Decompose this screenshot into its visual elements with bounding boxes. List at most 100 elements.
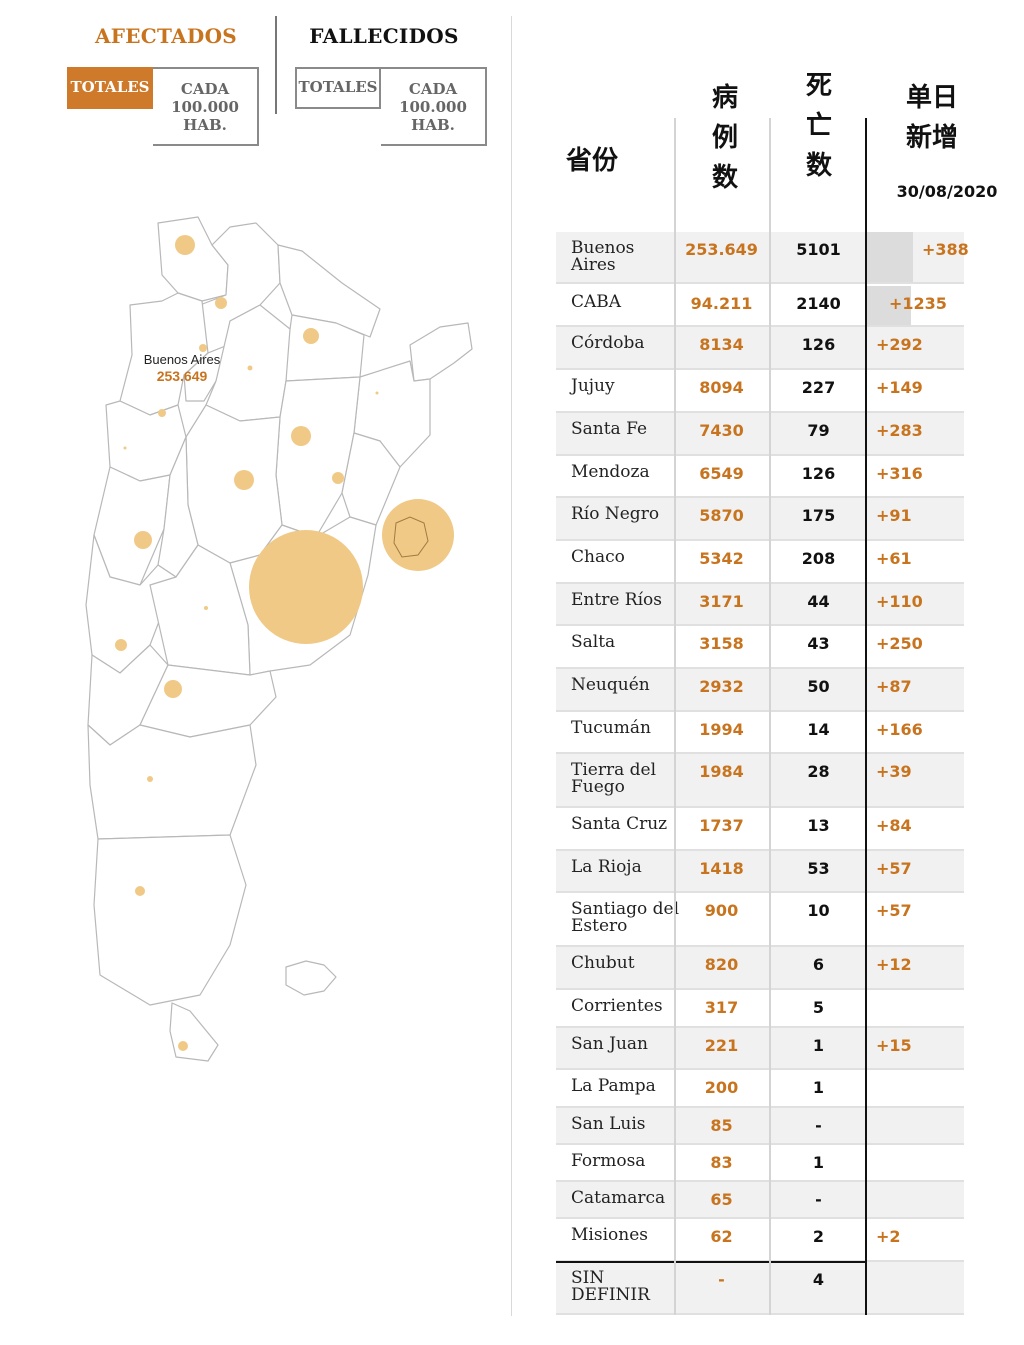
table-row: Neuquén 2932 50 +87 [556, 669, 964, 712]
bubble-small [123, 446, 127, 450]
deaths-value: 44 [807, 592, 830, 611]
province-name: San Luis [571, 1114, 646, 1134]
afectados-totales-button[interactable]: TOTALES [67, 67, 153, 109]
province-santacruz [93, 834, 247, 1006]
daily-value: +2 [876, 1227, 901, 1246]
cases-value: 65 [710, 1190, 733, 1209]
cases-value: 94.211 [690, 294, 753, 313]
cases-value: 83 [710, 1153, 733, 1172]
cases-value: 317 [704, 998, 739, 1017]
cases-value: 900 [704, 901, 739, 920]
toggle-label: HAB. [411, 116, 455, 134]
afectados-per-capita-button[interactable]: CADA 100.000 HAB. [153, 67, 259, 146]
table-row: Santa Fe 7430 79 +283 [556, 413, 964, 456]
header-cases-char: 病 [711, 83, 738, 113]
table-row: Mendoza 6549 126 +316 [556, 456, 964, 498]
header-deaths-char: 数 [805, 151, 832, 181]
province-name: San Juan [571, 1034, 648, 1054]
table-row: San Juan 221 1 +15 [556, 1028, 964, 1070]
table-row: Formosa 83 1 [556, 1145, 964, 1182]
daily-value: +84 [876, 816, 912, 835]
deaths-value: 5101 [796, 240, 841, 259]
daily-value: +1235 [889, 294, 947, 313]
bubble-santafe [291, 426, 311, 446]
province-name: Mendoza [571, 462, 650, 482]
daily-value: +91 [876, 506, 912, 525]
province-name: Chubut [571, 953, 635, 973]
province-name: Chaco [571, 547, 625, 567]
caba-outline [393, 516, 429, 558]
daily-value: +292 [876, 335, 923, 354]
cases-value: 7430 [699, 421, 744, 440]
province-name: Formosa [571, 1151, 646, 1171]
daily-value: +250 [876, 634, 923, 653]
bubble-sanluis [204, 606, 208, 610]
header-daily-line: 新增 [905, 123, 958, 153]
table-row: Santa Cruz 1737 13 +84 [556, 808, 964, 851]
deaths-value: 5 [812, 998, 825, 1017]
daily-value: +15 [876, 1036, 912, 1055]
deaths-value: 1 [812, 1153, 825, 1172]
table-row: La Pampa 200 1 [556, 1070, 964, 1108]
bubble-neuquen [147, 776, 153, 782]
table-row: La Rioja 1418 53 +57 [556, 851, 964, 893]
province-name: Tierra del Fuego [571, 760, 657, 797]
daily-value: +61 [876, 549, 912, 568]
deaths-value: 2140 [796, 294, 841, 313]
province-name: Catamarca [571, 1188, 666, 1208]
bubble-salta [215, 297, 227, 309]
daily-value: +57 [876, 859, 912, 878]
deaths-value: 126 [801, 335, 836, 354]
province-santafe [275, 376, 361, 538]
divider [275, 16, 277, 114]
malvinas [285, 960, 337, 996]
deaths-value: - [815, 1116, 822, 1135]
caba-bubble [382, 499, 454, 571]
province-name: Santa Cruz [571, 814, 668, 834]
province-name: Buenos Aires [571, 238, 635, 275]
cases-value: 6549 [699, 464, 744, 483]
province-name: La Rioja [571, 857, 642, 877]
toggle-label: CADA [180, 80, 230, 98]
bubble-tierradelfuego [178, 1041, 188, 1051]
tab-afectados[interactable]: AFECTADOS [94, 24, 238, 48]
divider [511, 16, 512, 1316]
cases-value: 8094 [699, 378, 744, 397]
fallecidos-per-capita-button[interactable]: CADA 100.000 HAB. [381, 67, 487, 146]
map-label-name: Buenos Aires [143, 352, 221, 367]
province-name: SIN DEFINIR [571, 1268, 650, 1305]
table-row: San Luis 85 - [556, 1108, 964, 1145]
daily-value: +57 [876, 901, 912, 920]
fallecidos-totales-button[interactable]: TOTALES [295, 67, 381, 109]
daily-value: +110 [876, 592, 923, 611]
daily-value: +166 [876, 720, 923, 739]
deaths-value: 4 [812, 1270, 825, 1289]
header-cases: 病 例 数 [700, 78, 750, 198]
header-daily: 单日 新增 [880, 78, 984, 158]
cases-value: 200 [704, 1078, 739, 1097]
table-row: Catamarca 65 - [556, 1182, 964, 1219]
table-row: Entre Ríos 3171 44 +110 [556, 584, 964, 626]
bubble-misiones [375, 391, 379, 395]
table-row: Jujuy 8094 227 +149 [556, 370, 964, 413]
toggle-label: HAB. [183, 116, 227, 134]
tab-fallecidos[interactable]: FALLECIDOS [309, 24, 459, 48]
header-cases-char: 数 [711, 163, 738, 193]
daily-value: +283 [876, 421, 923, 440]
table-row: Córdoba 8134 126 +292 [556, 327, 964, 370]
table-row: Santiago del Estero 900 10 +57 [556, 893, 964, 947]
case-bubbles [115, 235, 379, 1051]
deaths-value: 1 [812, 1036, 825, 1055]
province-formosa [277, 244, 381, 338]
totals-divider [556, 1261, 866, 1263]
daily-value: +316 [876, 464, 923, 483]
table-row: SIN DEFINIR - 4 [556, 1262, 964, 1315]
province-name: Misiones [571, 1225, 648, 1245]
deaths-value: 227 [801, 378, 836, 397]
table-row: Chubut 820 6 +12 [556, 947, 964, 990]
table-row: Chaco 5342 208 +61 [556, 541, 964, 584]
cases-value: 221 [704, 1036, 739, 1055]
deaths-value: 2 [812, 1227, 825, 1246]
province-name: Tucumán [571, 718, 651, 738]
deaths-value: 53 [807, 859, 830, 878]
